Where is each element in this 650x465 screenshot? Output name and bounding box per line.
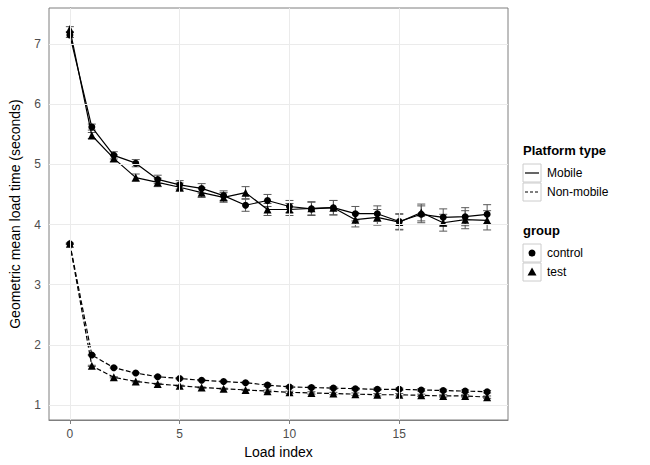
svg-text:test: test — [547, 265, 567, 279]
svg-text:7: 7 — [34, 37, 41, 51]
svg-text:group: group — [523, 223, 560, 238]
svg-text:6: 6 — [34, 97, 41, 111]
svg-text:1: 1 — [34, 398, 41, 412]
svg-text:3: 3 — [34, 278, 41, 292]
svg-text:Mobile: Mobile — [547, 166, 583, 180]
svg-text:10: 10 — [283, 427, 297, 441]
svg-text:Load index: Load index — [244, 444, 313, 460]
svg-text:Geometric mean load time (seco: Geometric mean load time (seconds) — [7, 99, 23, 329]
svg-text:0: 0 — [67, 427, 74, 441]
svg-text:Platform type: Platform type — [523, 143, 606, 158]
svg-text:4: 4 — [34, 218, 41, 232]
svg-text:5: 5 — [176, 427, 183, 441]
svg-text:Non-mobile: Non-mobile — [547, 185, 609, 199]
svg-text:5: 5 — [34, 157, 41, 171]
svg-text:15: 15 — [393, 427, 407, 441]
svg-text:2: 2 — [34, 338, 41, 352]
svg-text:control: control — [547, 246, 583, 260]
